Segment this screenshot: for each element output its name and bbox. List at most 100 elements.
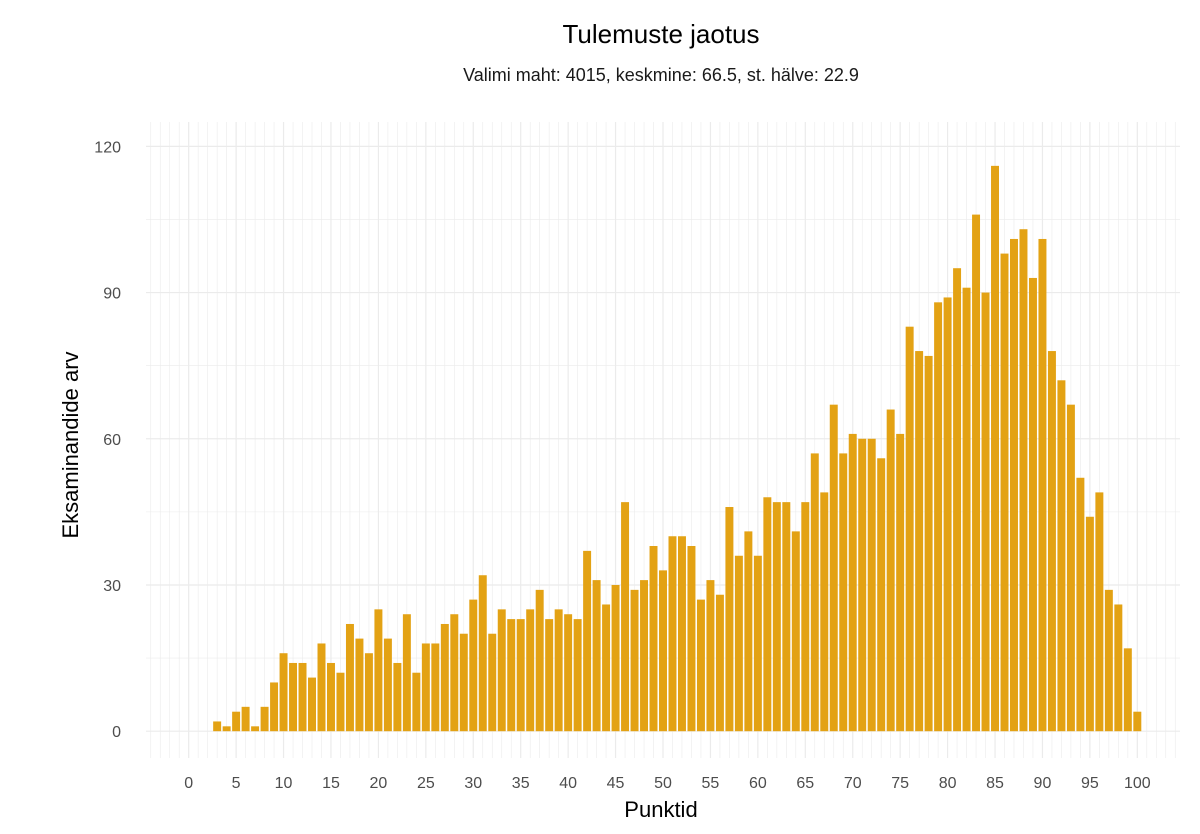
x-tick-label: 70: [844, 775, 862, 792]
bar: [450, 614, 459, 732]
bar: [507, 619, 516, 732]
bar: [289, 662, 298, 732]
bar: [1076, 477, 1085, 732]
bar: [763, 497, 772, 732]
bar: [972, 214, 981, 732]
bar: [1114, 604, 1123, 732]
bar: [915, 351, 924, 732]
bar: [583, 550, 592, 732]
bar: [440, 623, 449, 732]
bar: [478, 575, 487, 732]
x-tick-label: 55: [702, 775, 720, 792]
bar: [421, 643, 430, 732]
bar: [640, 580, 649, 732]
bar: [791, 531, 800, 732]
bar: [1047, 351, 1056, 732]
bar: [260, 706, 269, 732]
bar: [953, 268, 962, 732]
bar: [1028, 277, 1037, 732]
x-tick-label: 25: [417, 775, 435, 792]
x-axis-title: Punktid: [624, 797, 697, 822]
x-tick-label: 20: [370, 775, 388, 792]
bar: [488, 633, 497, 732]
y-tick-label: 30: [103, 578, 121, 595]
bar: [943, 297, 952, 732]
bar: [497, 609, 506, 732]
x-tick-label: 45: [607, 775, 625, 792]
bar: [649, 546, 658, 732]
x-tick-label: 80: [939, 775, 957, 792]
bar: [393, 662, 402, 732]
bar: [706, 580, 715, 732]
bar: [1133, 711, 1142, 732]
y-axis-title: Eksaminandide arv: [58, 351, 83, 538]
bar: [592, 580, 601, 732]
y-tick-label: 0: [112, 724, 121, 741]
x-tick-label: 50: [654, 775, 672, 792]
bar: [336, 672, 345, 732]
bar: [886, 409, 895, 732]
bar: [459, 633, 468, 732]
bar: [659, 570, 667, 732]
bar: [251, 726, 260, 732]
bar: [1104, 589, 1113, 732]
x-tick-label: 100: [1124, 775, 1151, 792]
bar: [1066, 404, 1075, 732]
bar: [715, 594, 724, 732]
x-axis-ticks: 0 5 10 15 20 25 30 35 40 45 50 55 60 65 70 75 80 85 90 95 10…: [184, 775, 1151, 792]
bar: [412, 672, 421, 732]
bar: [867, 438, 876, 732]
bar: [554, 609, 563, 732]
x-tick-label: 95: [1081, 775, 1099, 792]
bar: [402, 614, 411, 732]
bar: [744, 531, 753, 732]
bar: [877, 458, 886, 732]
bar: [753, 555, 762, 732]
x-tick-label: 65: [796, 775, 814, 792]
bar: [991, 165, 1000, 732]
bars: [213, 165, 1142, 732]
y-axis-ticks: 0 30 60 90 120: [94, 139, 121, 741]
x-tick-label: 90: [1034, 775, 1052, 792]
bar: [431, 643, 440, 732]
bar: [1010, 238, 1018, 732]
chart-subtitle: Valimi maht: 4015, keskmine: 66.5, st. h…: [463, 65, 859, 85]
bar: [279, 653, 288, 732]
bar: [270, 682, 279, 732]
bar: [526, 609, 535, 732]
bar: [1000, 253, 1009, 732]
x-tick-label: 15: [322, 775, 340, 792]
x-tick-label: 0: [184, 775, 193, 792]
bar: [545, 619, 554, 732]
bar: [1038, 238, 1047, 732]
bar: [668, 536, 677, 732]
bar: [1123, 648, 1132, 732]
bar: [1085, 516, 1094, 732]
bar: [564, 614, 573, 732]
bar: [934, 302, 943, 732]
x-tick-label: 75: [891, 775, 909, 792]
chart-title: Tulemuste jaotus: [562, 19, 759, 49]
bar: [924, 355, 933, 732]
bar: [848, 433, 857, 732]
x-tick-label: 10: [275, 775, 293, 792]
bar: [810, 453, 819, 732]
bar: [820, 492, 829, 732]
bar: [317, 643, 326, 732]
bar: [829, 404, 838, 732]
y-tick-label: 60: [103, 432, 121, 449]
bar: [535, 589, 544, 732]
bar: [725, 507, 734, 732]
bar: [621, 502, 630, 732]
x-tick-label: 85: [986, 775, 1004, 792]
bar: [298, 662, 307, 732]
bar: [696, 599, 705, 732]
bar: [469, 599, 478, 732]
x-tick-label: 40: [559, 775, 577, 792]
bar: [611, 584, 620, 732]
bar: [858, 438, 867, 732]
bar: [241, 706, 250, 732]
y-tick-label: 90: [103, 286, 121, 303]
x-tick-label: 60: [749, 775, 767, 792]
bar: [801, 502, 810, 732]
